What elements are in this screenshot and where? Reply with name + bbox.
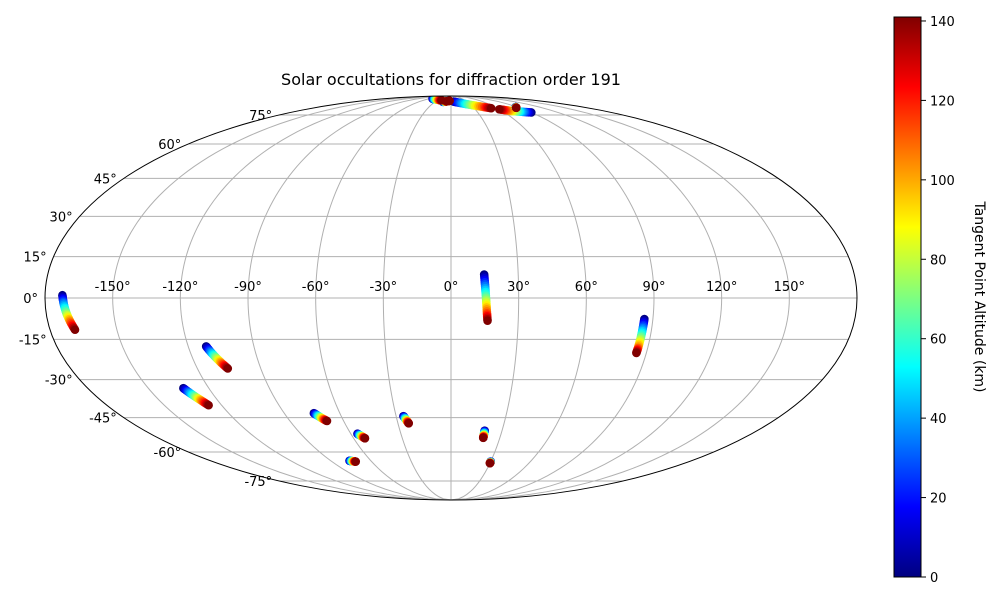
y-tick-label: 75° [249,109,272,124]
colorbar-tick-label: 120 [930,94,955,109]
occultation-point [511,103,521,113]
x-tick-label: 150° [774,280,805,295]
occultation-point [360,434,370,443]
colorbar-tick-label: 0 [930,571,938,586]
data-points [58,96,649,468]
occultation-point [223,364,233,373]
colorbar-ticks: 0 20 40 60 80 100 120 140 [921,15,955,586]
y-tick-label: -60° [154,446,182,461]
x-tick-label: -90° [234,280,262,295]
y-tick-label: -45° [89,412,117,427]
occultation-point [632,348,641,358]
occultation-point [483,316,492,325]
chart-title: Solar occultations for diffraction order… [281,70,621,89]
x-tick-label: 60° [575,280,598,295]
colorbar-tick-label: 20 [930,492,947,507]
occultation-point [204,400,213,410]
longitude-tick-labels: -150° -120° -90° -60° -30° 0° 30° 60° 90° 120° 150… [95,280,805,295]
occultation-point [486,103,496,113]
occultation-point [351,457,361,466]
latitude-tick-labels: 75° 60° 45° 30° 15° 0° -15° -30° -45° -60° -75° [19,109,272,490]
x-tick-label: -30° [369,280,397,295]
colorbar-tick-label: 80 [930,253,947,268]
x-tick-label: 120° [706,280,737,295]
occultation-point [494,105,504,114]
x-tick-label: 30° [507,280,530,295]
x-tick-label: -120° [162,280,198,295]
colorbar [893,16,922,578]
colorbar-tick-label: 140 [930,15,955,30]
y-tick-label: 60° [158,138,181,153]
colorbar-tick-label: 100 [930,174,955,189]
occultation-point [478,433,488,443]
y-tick-label: -15° [19,333,47,348]
y-tick-label: -75° [244,475,272,490]
x-tick-label: -60° [302,280,330,295]
y-tick-label: 30° [50,210,73,225]
occultation-point [322,416,332,426]
occultation-point [404,419,414,428]
y-tick-label: 15° [24,251,47,266]
x-tick-label: -150° [95,280,131,295]
colorbar-label: Tangent Point Altitude (km) [971,200,987,392]
map-outline [44,95,858,501]
colorbar-tick-label: 60 [930,333,947,348]
occultation-point [70,325,80,335]
x-tick-label: 90° [642,280,665,295]
colorbar-tick-label: 40 [930,412,947,427]
y-tick-label: 45° [94,172,117,187]
occultation-point [485,458,495,468]
map-grid [45,96,857,500]
occultation-point [437,96,446,105]
y-tick-label: -30° [45,374,73,389]
x-tick-label: 0° [444,280,459,295]
y-tick-label: 0° [23,292,38,307]
